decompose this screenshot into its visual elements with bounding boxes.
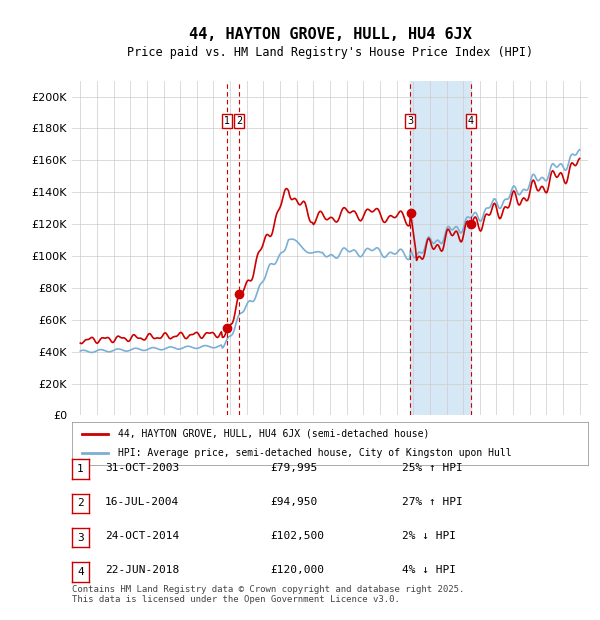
Bar	[410, 81, 471, 415]
Text: HPI: Average price, semi-detached house, City of Kingston upon Hull: HPI: Average price, semi-detached house,…	[118, 448, 512, 458]
Text: 3: 3	[77, 533, 84, 542]
Text: 4: 4	[77, 567, 84, 577]
Text: Contains HM Land Registry data © Crown copyright and database right 2025.
This d: Contains HM Land Registry data © Crown c…	[72, 585, 464, 604]
Text: 44, HAYTON GROVE, HULL, HU4 6JX (semi-detached house): 44, HAYTON GROVE, HULL, HU4 6JX (semi-de…	[118, 429, 430, 439]
Text: £79,995: £79,995	[270, 463, 317, 473]
Text: 2% ↓ HPI: 2% ↓ HPI	[402, 531, 456, 541]
Text: Price paid vs. HM Land Registry's House Price Index (HPI): Price paid vs. HM Land Registry's House …	[127, 46, 533, 59]
Text: 24-OCT-2014: 24-OCT-2014	[105, 531, 179, 541]
Text: 1: 1	[224, 116, 230, 126]
Text: 1: 1	[77, 464, 84, 474]
Text: £94,950: £94,950	[270, 497, 317, 507]
Text: 2: 2	[236, 116, 242, 126]
Text: 4% ↓ HPI: 4% ↓ HPI	[402, 565, 456, 575]
Text: 22-JUN-2018: 22-JUN-2018	[105, 565, 179, 575]
Text: 25% ↑ HPI: 25% ↑ HPI	[402, 463, 463, 473]
Text: £102,500: £102,500	[270, 531, 324, 541]
Text: £120,000: £120,000	[270, 565, 324, 575]
Text: 31-OCT-2003: 31-OCT-2003	[105, 463, 179, 473]
Text: 16-JUL-2004: 16-JUL-2004	[105, 497, 179, 507]
Text: 44, HAYTON GROVE, HULL, HU4 6JX: 44, HAYTON GROVE, HULL, HU4 6JX	[188, 27, 472, 42]
Text: 3: 3	[407, 116, 413, 126]
Text: 2: 2	[77, 498, 84, 508]
Text: 4: 4	[468, 116, 474, 126]
Text: 27% ↑ HPI: 27% ↑ HPI	[402, 497, 463, 507]
